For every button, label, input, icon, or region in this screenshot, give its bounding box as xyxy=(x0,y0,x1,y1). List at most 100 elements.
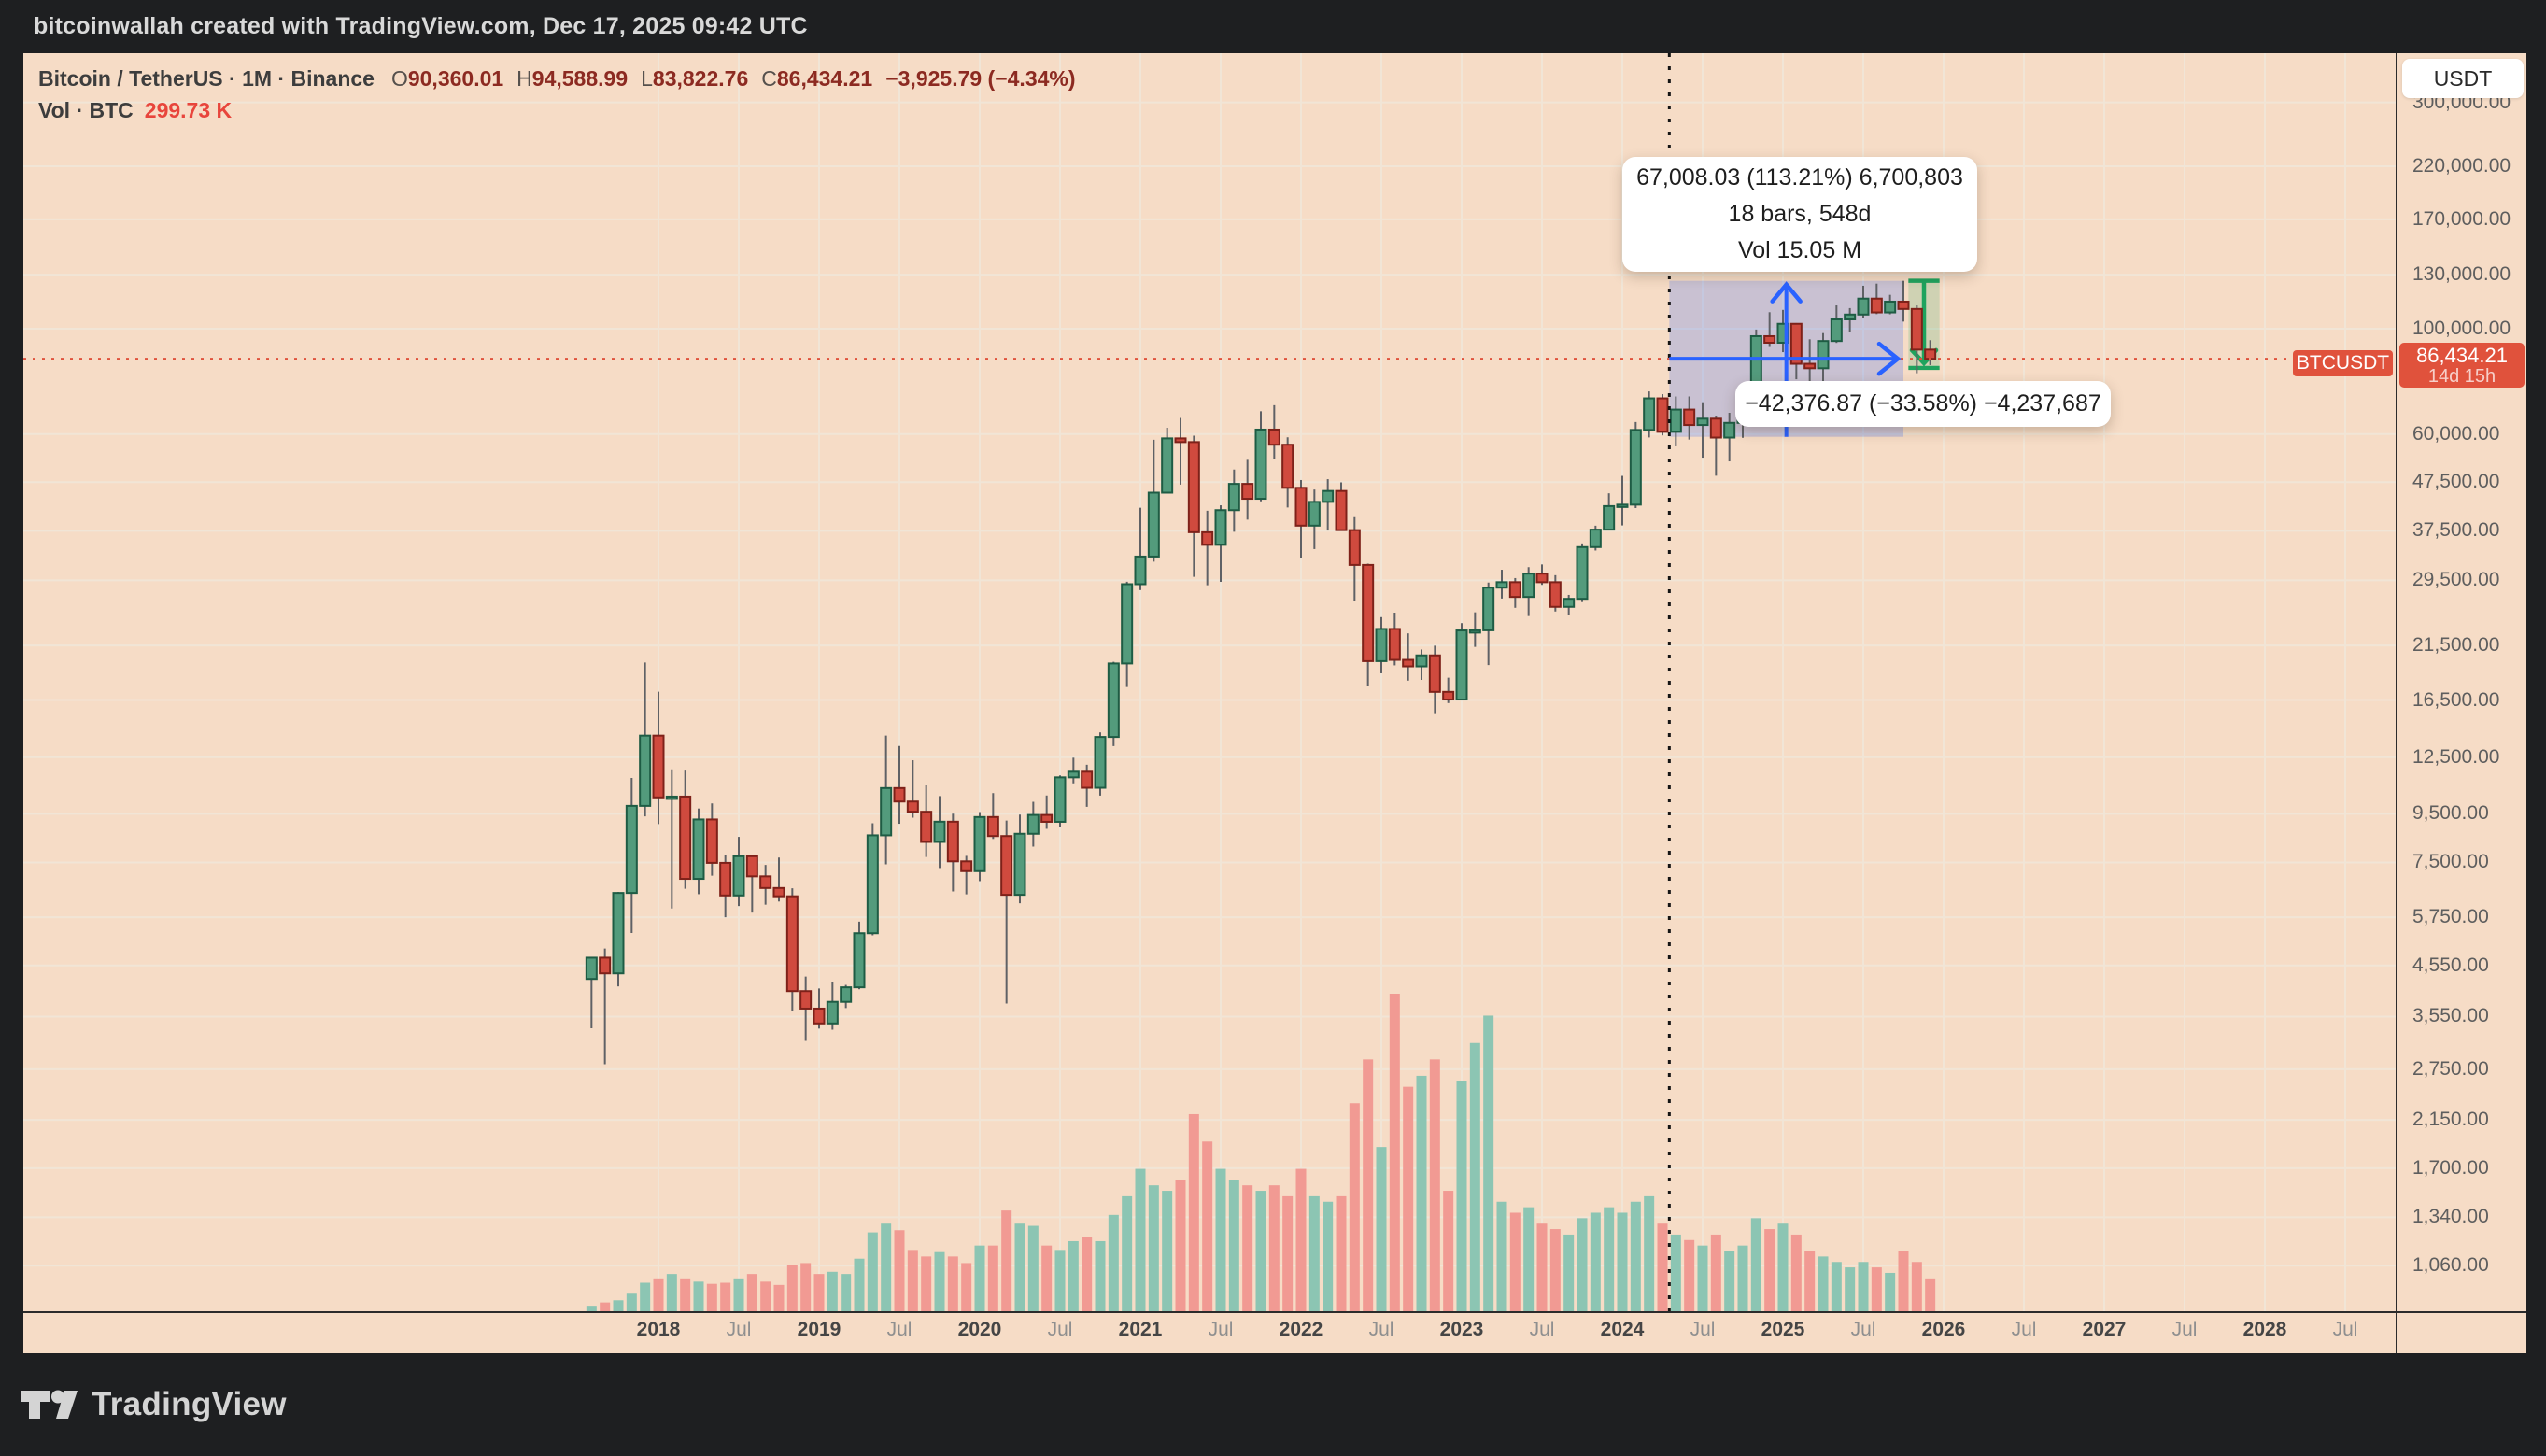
candle-body xyxy=(732,855,745,897)
volume-bar xyxy=(1469,1042,1480,1311)
volume-bar xyxy=(987,1245,998,1311)
candle-body xyxy=(1884,300,1897,314)
volume-bar xyxy=(1336,1195,1347,1311)
tradingview-brand-text[interactable]: TradingView xyxy=(92,1386,287,1422)
volume-bar xyxy=(1563,1234,1575,1311)
volume-bar xyxy=(1268,1185,1280,1311)
volume-bar xyxy=(1416,1075,1427,1311)
price-tick-label: 60,000.00 xyxy=(2412,422,2500,445)
price-tick-label: 47,500.00 xyxy=(2412,471,2500,493)
volume-bar xyxy=(1068,1240,1079,1311)
tradingview-logo-icon[interactable] xyxy=(21,1390,78,1420)
volume-bar xyxy=(1014,1223,1025,1311)
candle-body xyxy=(759,875,772,889)
price-tick-label: 29,500.00 xyxy=(2412,569,2500,591)
candle-body xyxy=(906,800,919,813)
candle-body xyxy=(1000,835,1013,897)
candle-body xyxy=(639,734,652,807)
candle-body xyxy=(1067,770,1080,779)
currency-toggle-button[interactable]: USDT xyxy=(2402,59,2524,98)
candle-body xyxy=(1803,362,1817,370)
volume-bar xyxy=(706,1283,717,1311)
ohlc-key: H xyxy=(516,66,532,91)
candle-body xyxy=(1174,437,1187,444)
candle-body xyxy=(1723,421,1736,439)
volume-bar xyxy=(1885,1272,1896,1311)
price-range-tooltip[interactable]: −42,376.87 (−33.58%) −4,237,687 xyxy=(1735,381,2111,427)
volume-bar xyxy=(1630,1201,1641,1311)
volume-bar xyxy=(827,1271,838,1311)
time-tick-year: 2018 xyxy=(636,1319,681,1340)
volume-label: Vol · BTC xyxy=(38,98,134,122)
volume-bar xyxy=(1122,1195,1133,1311)
volume-bar xyxy=(693,1281,704,1311)
candle-body xyxy=(1455,629,1468,701)
candle-body xyxy=(1322,489,1335,503)
volume-bar xyxy=(1188,1113,1199,1311)
candle-body xyxy=(1603,504,1616,531)
candle-body xyxy=(1522,573,1535,599)
candle-body xyxy=(1348,529,1361,566)
candle-body xyxy=(1241,483,1254,501)
price-chart-canvas[interactable] xyxy=(23,53,2526,1353)
watermark-text: bitcoinwallah created with TradingView.c… xyxy=(34,13,808,39)
volume-bar xyxy=(773,1284,785,1311)
volume-bar xyxy=(800,1263,812,1311)
price-tick-label: 170,000.00 xyxy=(2412,207,2511,230)
volume-bar xyxy=(1001,1210,1012,1311)
time-tick-jul: Jul xyxy=(726,1319,752,1340)
candle-body xyxy=(719,861,732,897)
symbol-title[interactable]: Bitcoin / TetherUS · 1M · Binance xyxy=(38,66,375,91)
ohlc-key: O xyxy=(390,66,408,91)
candle-body xyxy=(1924,348,1937,360)
price-tick-label: 1,340.00 xyxy=(2412,1206,2489,1228)
candle-body xyxy=(826,1000,839,1025)
candle-body xyxy=(1563,598,1576,608)
ohlc-key: C xyxy=(761,66,777,91)
price-tick-label: 4,550.00 xyxy=(2412,954,2489,976)
time-tick-year: 2022 xyxy=(1279,1319,1323,1340)
volume-bar xyxy=(813,1274,825,1311)
volume-bar xyxy=(1818,1256,1829,1311)
candle-body xyxy=(1656,397,1669,433)
candle-body xyxy=(1362,563,1375,662)
volume-bar xyxy=(1536,1223,1548,1311)
price-line-symbol-badge[interactable]: BTCUSDT xyxy=(2293,350,2393,376)
volume-value: 299.73 K xyxy=(144,98,233,122)
arrow-right-icon xyxy=(1876,341,1902,376)
volume-bar xyxy=(1349,1103,1360,1311)
volume-bar xyxy=(733,1278,744,1311)
time-tick-jul: Jul xyxy=(1690,1319,1716,1340)
volume-bar xyxy=(1456,1081,1467,1311)
change-value: −3,925.79 (−4.34%) xyxy=(885,66,1076,91)
candle-body xyxy=(893,786,906,803)
ohlc-value: 86,434.21 xyxy=(776,66,873,91)
candle-body xyxy=(866,834,879,935)
candle-body xyxy=(772,886,785,898)
volume-bar xyxy=(1925,1278,1936,1311)
candle-body xyxy=(1227,483,1240,512)
volume-bar xyxy=(1443,1191,1454,1311)
price-tick-label: 2,150.00 xyxy=(2412,1109,2489,1131)
date-price-range-tooltip[interactable]: 67,008.03 (113.21%) 6,700,803 18 bars, 5… xyxy=(1622,157,1977,272)
candle-body xyxy=(1121,583,1134,665)
candle-body xyxy=(585,956,598,981)
candle-body xyxy=(1709,417,1722,439)
volume-bar xyxy=(640,1282,651,1311)
volume-bar xyxy=(1604,1207,1615,1311)
time-tick-year: 2021 xyxy=(1118,1319,1163,1340)
candle-body xyxy=(1402,658,1415,668)
candle-body xyxy=(1428,654,1441,693)
volume-bar xyxy=(720,1282,731,1311)
last-price-badge[interactable]: 86,434.21 14d 15h xyxy=(2399,343,2525,388)
legend-volume-row: Vol · BTC 299.73 K xyxy=(38,94,1076,126)
candle-body xyxy=(973,815,986,872)
chart-window: Bitcoin / TetherUS · 1M · Binance O90,360… xyxy=(23,53,2526,1353)
candle-body xyxy=(1214,509,1227,546)
volume-bar xyxy=(961,1263,972,1311)
time-tick-jul: Jul xyxy=(1529,1319,1555,1340)
volume-bar xyxy=(974,1245,985,1311)
volume-bar xyxy=(1255,1191,1266,1311)
candle-body xyxy=(785,895,799,993)
chart-legend: Bitcoin / TetherUS · 1M · Binance O90,360… xyxy=(38,63,1076,126)
